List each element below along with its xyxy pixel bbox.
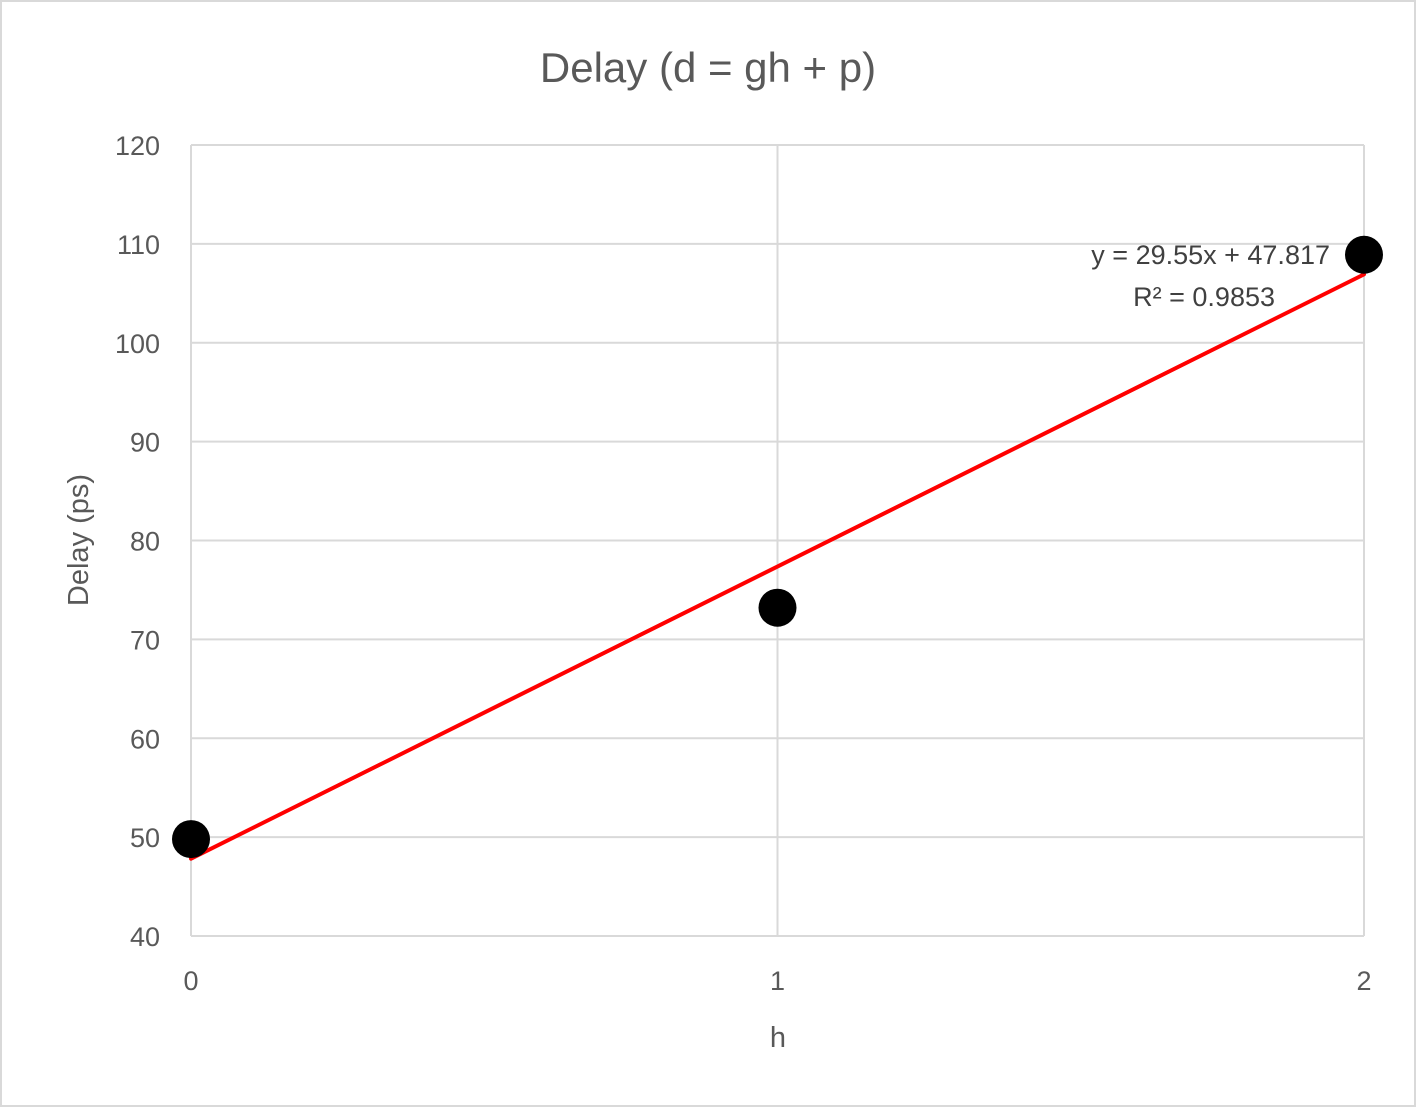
trendline-r-squared: R² = 0.9853	[1133, 282, 1275, 312]
y-tick-label: 60	[130, 724, 160, 754]
x-tick-label: 0	[183, 966, 198, 996]
y-tick-label: 80	[130, 527, 160, 557]
data-point	[172, 820, 210, 859]
data-points	[172, 235, 1383, 859]
data-point	[1345, 235, 1383, 274]
y-tick-label: 110	[117, 230, 160, 260]
y-tick-label: 90	[130, 428, 160, 458]
trendline-equation: y = 29.55x + 47.817	[1091, 240, 1330, 270]
x-tick-label: 1	[770, 966, 785, 996]
x-tick-label: 2	[1356, 966, 1371, 996]
y-tick-label: 70	[130, 625, 160, 655]
data-point	[758, 588, 797, 627]
y-tick-label: 100	[115, 329, 160, 359]
y-tick-labels: 40 50 60 70 80 90 100 110 120	[115, 131, 160, 952]
gridlines	[190, 144, 1365, 937]
y-tick-label: 40	[130, 922, 160, 952]
x-tick-labels: 0 1 2	[183, 966, 1371, 996]
chart-title: Delay (d = gh + p)	[540, 44, 876, 91]
trendline	[189, 272, 1366, 861]
y-tick-label: 120	[115, 131, 160, 161]
y-axis-title: Delay (ps)	[63, 474, 95, 606]
x-axis-title: h	[770, 1022, 786, 1054]
y-tick-label: 50	[130, 823, 160, 853]
